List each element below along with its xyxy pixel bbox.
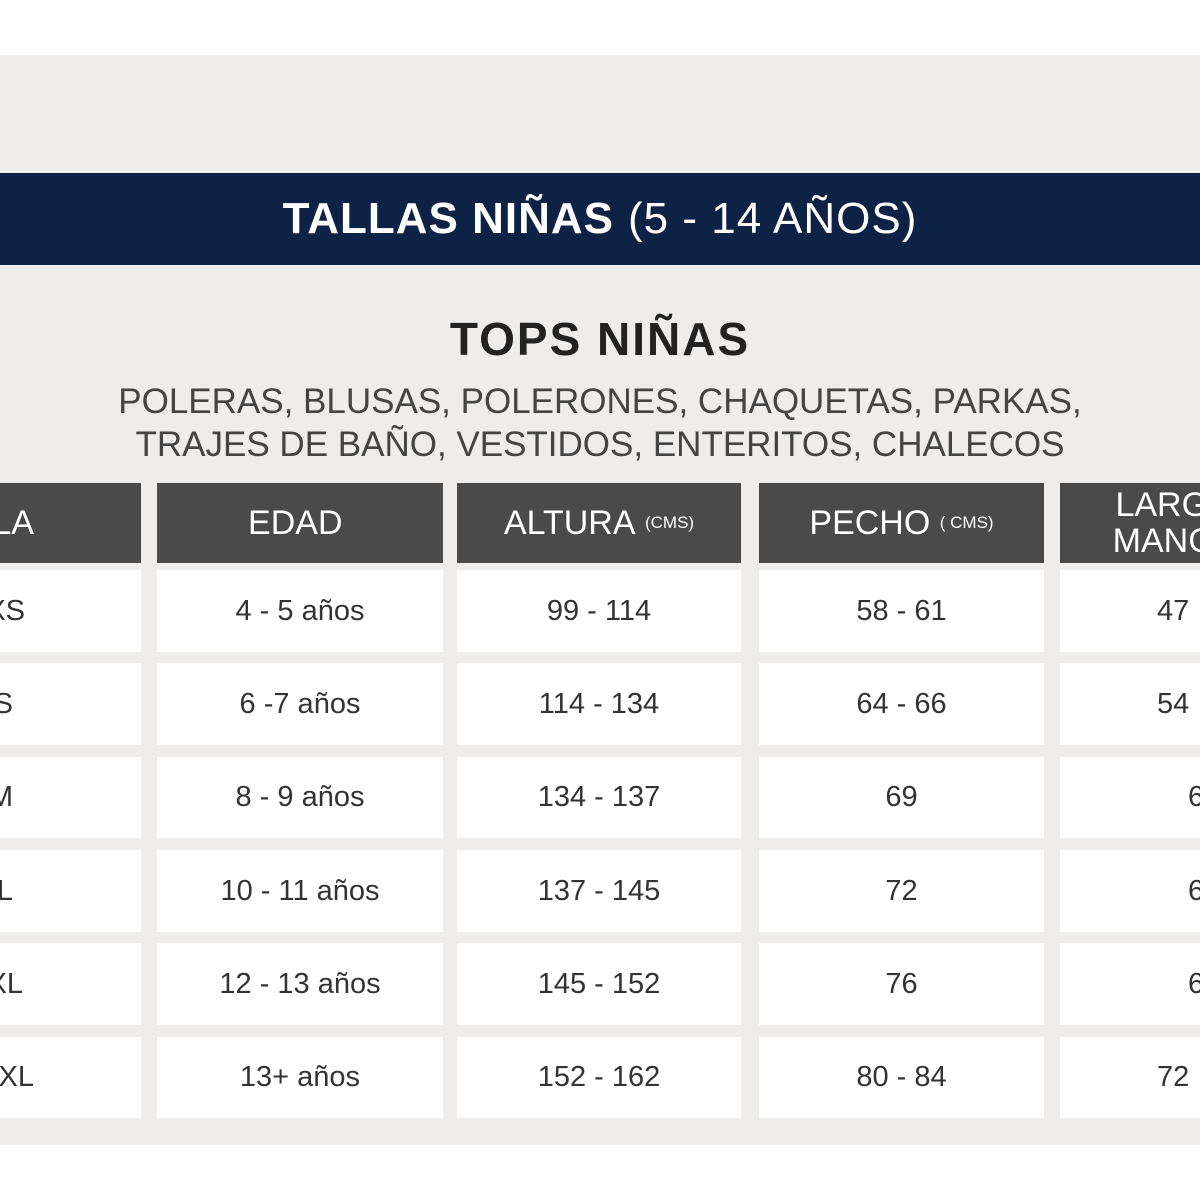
header-label: EDAD (248, 504, 343, 542)
table-cell: 80 - 84 (759, 1037, 1044, 1118)
table-cell: 6 (1060, 943, 1200, 1025)
table-cell: 58 - 61 (759, 570, 1044, 652)
table-cell: 47 (1060, 570, 1200, 652)
section-subtitle-2: TRAJES DE BAÑO, VESTIDOS, ENTERITOS, CHA… (135, 425, 1065, 464)
table-cell: 137 - 145 (457, 850, 741, 932)
table-cell: 54 (1060, 663, 1200, 745)
header-label: ALTURA (503, 504, 636, 542)
column-header: EDAD (157, 483, 443, 563)
table-cell: 6 (1060, 757, 1200, 838)
table-cell: 10 - 11 años (157, 850, 443, 932)
table-cell: 76 (759, 943, 1044, 1025)
table-cell: 145 - 152 (457, 943, 741, 1025)
header-unit: (CMS) (644, 513, 695, 532)
table-cell: XS (0, 570, 141, 652)
column-header: LARGOMANGA (1060, 483, 1200, 563)
header-unit: ( CMS) (939, 513, 994, 532)
table-cell: 64 - 66 (759, 663, 1044, 745)
column-header: TALLA (0, 483, 141, 563)
header-label: TALLA (0, 504, 34, 542)
banner-title: TALLAS NIÑAS (282, 194, 615, 243)
table-cell: 69 (759, 757, 1044, 838)
banner: TALLAS NIÑAS (5 - 14 AÑOS) (0, 173, 1200, 265)
column-header: ALTURA (CMS) (457, 483, 741, 563)
table-cell: S (0, 663, 141, 745)
table-cell: 99 - 114 (457, 570, 741, 652)
table-cell: 8 - 9 años (157, 757, 443, 838)
table-cell: 6 -7 años (157, 663, 443, 745)
table-cell: 13+ años (157, 1037, 443, 1118)
header-label-2: MANGA (1112, 522, 1200, 560)
table-cell: M (0, 757, 141, 838)
table-cell: XL (0, 943, 141, 1025)
banner-age-range: (5 - 14 AÑOS) (628, 194, 918, 243)
table-cell: 152 - 162 (457, 1037, 741, 1118)
table-cell: L (0, 850, 141, 932)
section-title: TOPS NIÑAS (449, 313, 751, 365)
table-cell: 134 - 137 (457, 757, 741, 838)
header-label: PECHO (809, 504, 931, 542)
table-cell: 4 - 5 años (157, 570, 443, 652)
header-label: LARGO (1115, 486, 1200, 524)
table-cell: 72 (759, 850, 1044, 932)
table-cell: 6 (1060, 850, 1200, 932)
column-header: PECHO ( CMS) (759, 483, 1044, 563)
table-cell: 12 - 13 años (157, 943, 443, 1025)
section-subtitle-1: POLERAS, BLUSAS, POLERONES, CHAQUETAS, P… (118, 382, 1082, 421)
table-cell: 114 - 134 (457, 663, 741, 745)
table-cell: 72 (1060, 1037, 1200, 1118)
table-cell: XXL (0, 1037, 141, 1118)
